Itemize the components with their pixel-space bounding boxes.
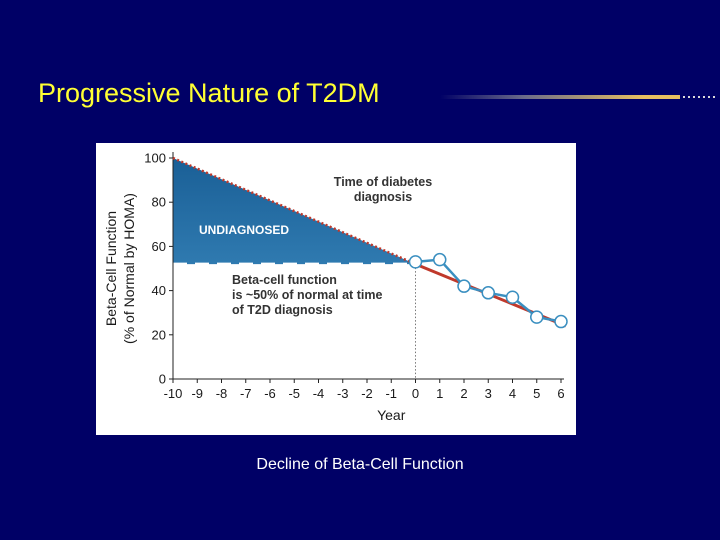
y-tick-label: 60 [152,239,166,254]
x-tick-label: -8 [216,386,228,401]
x-tick-label: -2 [361,386,373,401]
y-axis-label-line2: (% of Normal by HOMA) [121,193,137,344]
x-tick-label: 5 [533,386,540,401]
y-axis-label-line1: Beta-Cell Function [103,211,119,326]
x-tick-label: -1 [385,386,397,401]
y-tick-label: 20 [152,327,166,342]
observed-data-point [408,255,423,269]
x-tick-label: 6 [557,386,564,401]
time-of-diagnosis-label: diagnosis [354,190,412,204]
beta-cell-annotation: of T2D diagnosis [232,303,333,317]
x-tick-label: -6 [264,386,276,401]
undiagnosed-label: UNDIAGNOSED [199,223,289,237]
x-tick-label: -10 [164,386,183,401]
x-tick-label: -4 [313,386,325,401]
trend-line-extrapolated [172,156,417,266]
x-tick-label: -9 [191,386,203,401]
x-tick-label: -5 [288,386,300,401]
x-tick-label: 2 [460,386,467,401]
observed-data-point [457,279,471,293]
x-tick-label: -3 [337,386,349,401]
observed-data-point [505,290,520,304]
observed-data-point [481,286,495,300]
observed-data-point [530,310,544,324]
x-tick-label: 1 [436,386,443,401]
y-tick-label: 80 [152,195,166,210]
y-tick-label: 0 [159,372,166,387]
observed-data-point [433,252,447,267]
y-tick-label: 100 [144,151,166,166]
beta-cell-annotation: Beta-cell function [232,273,337,287]
x-axis-label: Year [377,407,406,423]
y-tick-label: 40 [152,283,166,298]
x-tick-label: 4 [509,386,516,401]
beta-cell-annotation: is ~50% of normal at time [232,288,382,302]
x-tick-label: 0 [412,386,419,401]
title-underline [440,95,718,99]
chart-panel: 0 20 40 60 80 100 -10 -9 -8 -7 -6 -5 -4 -3 -2 -1 0 1 2 3 4 5 6… [96,143,576,435]
slide-title: Progressive Nature of T2DM [38,78,380,108]
observed-data-point [554,314,568,329]
x-tick-label: 3 [485,386,492,401]
time-of-diagnosis-label: Time of diabetes [334,175,432,189]
x-tick-label: -7 [240,386,252,401]
chart-caption: Decline of Beta-Cell Function [256,456,464,473]
